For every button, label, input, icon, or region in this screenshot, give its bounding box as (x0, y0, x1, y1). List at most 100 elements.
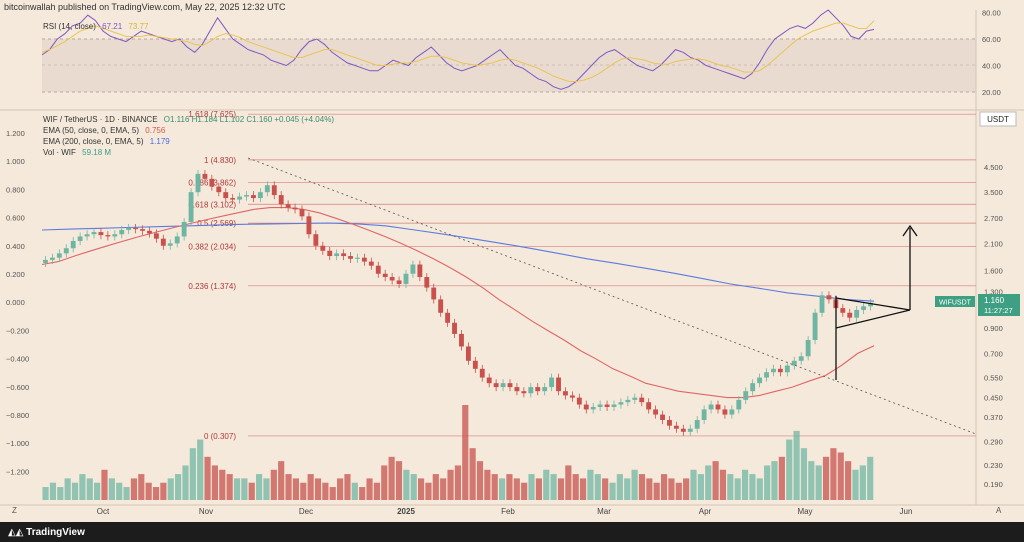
candle-body (105, 235, 111, 237)
volume-bar (705, 465, 712, 500)
volume-bar (447, 469, 454, 500)
candle-body (646, 402, 652, 410)
left-tick-label: −0.400 (6, 355, 29, 364)
candle-body (63, 248, 69, 254)
candle-body (438, 299, 444, 313)
time-tick-label: 2025 (397, 507, 415, 516)
left-tick-label: 1.000 (6, 157, 25, 166)
target-arrow-head (902, 224, 918, 237)
currency-box[interactable] (979, 111, 1017, 127)
price-tick-label: 2.100 (984, 239, 1003, 248)
volume-bar (285, 474, 292, 500)
tradingview-brand[interactable]: ◭◭ TradingView (8, 527, 85, 538)
volume-bar (565, 465, 572, 500)
volume-legend[interactable]: Vol · WIF 59.18 M (43, 148, 111, 157)
fib-retracement: 1.618 (7.625)1 (4.830)0.786 (3.862)0.618… (188, 110, 976, 441)
volume-bar (152, 487, 160, 500)
volume-bar (197, 439, 204, 500)
volume-bar (49, 482, 57, 500)
ema200-label: EMA (200, close, 0, EMA, 5) (43, 137, 144, 146)
volume-bar (388, 456, 395, 500)
candle-body (791, 360, 797, 366)
a-marker[interactable]: A (996, 506, 1002, 515)
volume-bar (572, 474, 579, 500)
volume-bar (506, 474, 513, 500)
volume-bar (845, 461, 852, 500)
candle-body (556, 377, 561, 392)
candle-body (285, 204, 291, 208)
candle-body (126, 227, 132, 230)
volume-bar (778, 456, 785, 500)
candle-body (667, 419, 672, 426)
candle-body (98, 232, 104, 236)
candle-body (306, 216, 312, 235)
volume-bar (616, 474, 623, 500)
candle-body (147, 230, 152, 234)
candles (43, 169, 873, 436)
volume-bar (381, 465, 388, 500)
volume-bar (108, 478, 115, 500)
volume-bar (42, 487, 49, 500)
volume-bar (130, 478, 138, 500)
left-tick-label: −0.200 (6, 326, 29, 335)
price-tick-label: 0.290 (984, 438, 1003, 447)
volume-bar (432, 474, 439, 500)
candle-body (361, 257, 367, 262)
candle-body (459, 333, 464, 347)
currency-label: USDT (987, 115, 1009, 124)
symbol-legend[interactable]: WIF / TetherUS · 1D · BINANCE O1.116 H1.… (43, 115, 334, 124)
volume-bar (741, 469, 749, 500)
price-tick-label: 2.700 (984, 214, 1003, 223)
time-tick-label: May (797, 507, 812, 516)
fib-label-0.5: 0.5 (2.569) (197, 219, 236, 228)
candle-body (812, 312, 818, 341)
volume-bar (727, 474, 734, 500)
candle-body (181, 221, 187, 237)
volume-bar (830, 448, 837, 500)
candle-body (479, 368, 485, 378)
candle-body (244, 195, 249, 197)
volume-bar (719, 469, 727, 500)
volume-bar (852, 469, 859, 500)
time-tick-label: Jun (900, 507, 913, 516)
candle-body (632, 397, 638, 400)
candle-body (563, 391, 568, 396)
volume-bar (587, 469, 594, 500)
fib-label-0.382: 0.382 (2.034) (188, 243, 236, 252)
rsi-tick-label: 80.00 (982, 9, 1001, 18)
candle-body (77, 236, 83, 241)
rsi-legend[interactable]: RSI (14, close) 67.21 73.77 (43, 22, 148, 31)
candle-body (826, 295, 832, 300)
ema200-legend[interactable]: EMA (200, close, 0, EMA, 5) 1.179 (43, 137, 170, 146)
candle-body (292, 207, 298, 210)
volume-bar (543, 469, 550, 500)
candle-body (729, 409, 735, 415)
volume-bar (521, 482, 528, 500)
candle-body (237, 196, 243, 200)
volume-bar (484, 469, 491, 500)
price-badge-symbol: WIFUSDT (939, 300, 972, 307)
volume-bar (300, 482, 307, 500)
candle-body (771, 368, 776, 373)
candle-body (445, 312, 451, 323)
volume-bar (513, 478, 520, 500)
candle-body (486, 377, 492, 384)
price-tick-label: 1.300 (984, 287, 1003, 296)
time-tick-label: Feb (501, 507, 515, 516)
left-tick-label: 0.200 (6, 270, 25, 279)
volume-bar (675, 482, 682, 500)
candle-body (389, 277, 395, 281)
candle-body (348, 256, 353, 259)
volume-bar (395, 461, 403, 500)
rsi-lines (41, 9, 875, 90)
volume-bar (638, 474, 646, 500)
candle-body (424, 277, 430, 288)
z-marker[interactable]: Z (12, 506, 17, 515)
candle-body (251, 195, 256, 199)
candle-body (43, 259, 48, 263)
candle-body (611, 404, 617, 407)
candle-body (743, 391, 749, 400)
ema50-legend[interactable]: EMA (50, close, 0, EMA, 5) 0.756 (43, 126, 165, 135)
volume-bar (189, 448, 196, 500)
